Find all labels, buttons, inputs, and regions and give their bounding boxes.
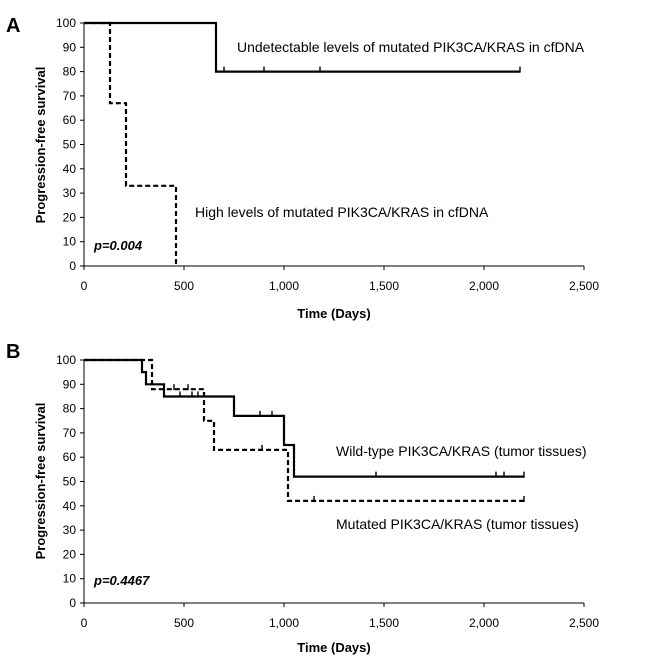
y-tick-label: 10 — [63, 235, 77, 249]
x-tick-label: 0 — [81, 616, 88, 630]
series-label-high: High levels of mutated PIK3CA/KRAS in cf… — [195, 204, 489, 220]
y-tick-label: 90 — [63, 40, 77, 54]
y-axis-label: Progression-free survival — [33, 67, 48, 224]
panel-label: A — [6, 15, 20, 37]
x-tick-label: 500 — [174, 279, 194, 293]
y-tick-label: 50 — [63, 138, 77, 152]
panel-label: B — [6, 341, 20, 363]
y-tick-label: 100 — [56, 16, 76, 30]
y-tick-label: 30 — [63, 523, 77, 537]
y-tick-label: 90 — [63, 377, 77, 391]
y-tick-label: 50 — [63, 475, 77, 489]
x-axis-label: Time (Days) — [297, 640, 370, 655]
x-tick-label: 2,000 — [469, 616, 499, 630]
y-tick-label: 30 — [63, 186, 77, 200]
y-tick-label: 0 — [69, 259, 76, 273]
x-tick-label: 1,000 — [269, 616, 299, 630]
p-value-annotation: p=0.004 — [93, 238, 143, 253]
y-tick-label: 100 — [56, 353, 76, 367]
panel-a: A Progression-free survival Time (Days) … — [6, 15, 599, 321]
panel-b: B Progression-free survival Time (Days) … — [6, 341, 599, 655]
x-tick-label: 0 — [81, 279, 88, 293]
y-tick-label: 40 — [63, 499, 77, 513]
y-tick-label: 80 — [63, 65, 77, 79]
series-line-1 — [84, 358, 524, 478]
x-tick-label: 2,500 — [569, 279, 599, 293]
series-line-2 — [84, 358, 524, 502]
y-axis-label: Progression-free survival — [33, 403, 48, 560]
y-tick-label: 0 — [69, 596, 76, 610]
y-tick-label: 70 — [63, 89, 77, 103]
y-tick-label: 40 — [63, 162, 77, 176]
x-tick-label: 2,500 — [569, 616, 599, 630]
series-label-wild-type: Wild-type PIK3CA/KRAS (tumor tissues) — [336, 443, 587, 459]
x-axis-label: Time (Days) — [297, 306, 370, 321]
y-tick-label: 20 — [63, 210, 77, 224]
x-tick-label: 2,000 — [469, 279, 499, 293]
y-tick-label: 70 — [63, 426, 77, 440]
x-tick-label: 500 — [174, 616, 194, 630]
y-tick-label: 20 — [63, 547, 77, 561]
x-tick-label: 1,000 — [269, 279, 299, 293]
y-tick-label: 10 — [63, 572, 77, 586]
x-tick-label: 1,500 — [369, 616, 399, 630]
y-tick-label: 60 — [63, 450, 77, 464]
p-value-annotation: p=0.4467 — [93, 573, 150, 588]
series-line-2 — [84, 21, 178, 266]
series-label-undetectable: Undetectable levels of mutated PIK3CA/KR… — [237, 39, 585, 55]
series-label-mutated: Mutated PIK3CA/KRAS (tumor tissues) — [336, 516, 579, 532]
y-tick-label: 80 — [63, 402, 77, 416]
x-tick-label: 1,500 — [369, 279, 399, 293]
series-line-1 — [84, 21, 520, 73]
y-tick-label: 60 — [63, 113, 77, 127]
